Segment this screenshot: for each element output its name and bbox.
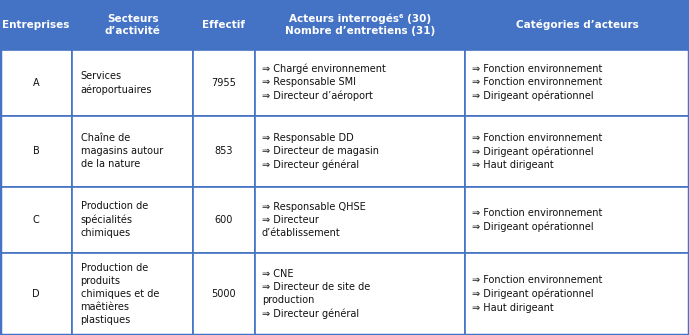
Bar: [193, 116, 255, 187]
Bar: [255, 50, 465, 116]
Bar: [255, 253, 465, 335]
Bar: [255, 0, 465, 50]
Text: ⇒ Fonction environnement
⇒ Dirigeant opérationnel
⇒ Haut dirigeant: ⇒ Fonction environnement ⇒ Dirigeant opé…: [472, 275, 602, 313]
Text: Services
aéroportuaires: Services aéroportuaires: [81, 71, 152, 94]
Text: Chaîne de
magasins autour
de la nature: Chaîne de magasins autour de la nature: [81, 133, 163, 170]
Bar: [465, 253, 689, 335]
Bar: [465, 50, 689, 116]
Text: C: C: [33, 215, 39, 225]
Bar: [0, 50, 72, 116]
Bar: [72, 116, 193, 187]
Bar: [193, 253, 255, 335]
Bar: [465, 0, 689, 50]
Text: Effectif: Effectif: [203, 20, 245, 30]
Text: A: A: [33, 78, 39, 87]
Text: Production de
produits
chimiques et de
maêtières
plastiques: Production de produits chimiques et de m…: [81, 263, 159, 325]
Text: 600: 600: [215, 215, 233, 225]
Bar: [193, 50, 255, 116]
Text: ⇒ Responsable DD
⇒ Directeur de magasin
⇒ Directeur général: ⇒ Responsable DD ⇒ Directeur de magasin …: [262, 133, 379, 170]
Text: Entreprises: Entreprises: [3, 20, 70, 30]
Bar: [0, 187, 72, 253]
Text: ⇒ Chargé environnement
⇒ Responsable SMI
⇒ Directeur d’aéroport: ⇒ Chargé environnement ⇒ Responsable SMI…: [262, 64, 386, 102]
Bar: [465, 116, 689, 187]
Bar: [72, 50, 193, 116]
Bar: [465, 187, 689, 253]
Text: Acteurs interrogés⁶ (30)
Nombre d’entretiens (31): Acteurs interrogés⁶ (30) Nombre d’entret…: [285, 13, 435, 36]
Bar: [255, 116, 465, 187]
Text: 7955: 7955: [212, 78, 236, 87]
Bar: [0, 116, 72, 187]
Text: ⇒ Fonction environnement
⇒ Dirigeant opérationnel: ⇒ Fonction environnement ⇒ Dirigeant opé…: [472, 208, 602, 232]
Text: B: B: [33, 146, 39, 156]
Bar: [193, 0, 255, 50]
Text: ⇒ Fonction environnement
⇒ Dirigeant opérationnel
⇒ Haut dirigeant: ⇒ Fonction environnement ⇒ Dirigeant opé…: [472, 133, 602, 170]
Text: ⇒ CNE
⇒ Directeur de site de
production
⇒ Directeur général: ⇒ CNE ⇒ Directeur de site de production …: [262, 269, 370, 319]
Text: ⇒ Responsable QHSE
⇒ Directeur
d’établissement: ⇒ Responsable QHSE ⇒ Directeur d’établis…: [262, 202, 366, 238]
Bar: [193, 187, 255, 253]
Bar: [255, 187, 465, 253]
Bar: [72, 187, 193, 253]
Bar: [0, 253, 72, 335]
Bar: [72, 253, 193, 335]
Text: 5000: 5000: [212, 289, 236, 299]
Text: ⇒ Fonction environnement
⇒ Fonction environnement
⇒ Dirigeant opérationnel: ⇒ Fonction environnement ⇒ Fonction envi…: [472, 64, 602, 101]
Text: Catégories d’acteurs: Catégories d’acteurs: [515, 19, 639, 30]
Text: 853: 853: [215, 146, 233, 156]
Bar: [0, 0, 72, 50]
Text: Secteurs
d’activité: Secteurs d’activité: [105, 14, 161, 36]
Text: Production de
spécialités
chimiques: Production de spécialités chimiques: [81, 201, 148, 239]
Bar: [72, 0, 193, 50]
Text: D: D: [32, 289, 40, 299]
